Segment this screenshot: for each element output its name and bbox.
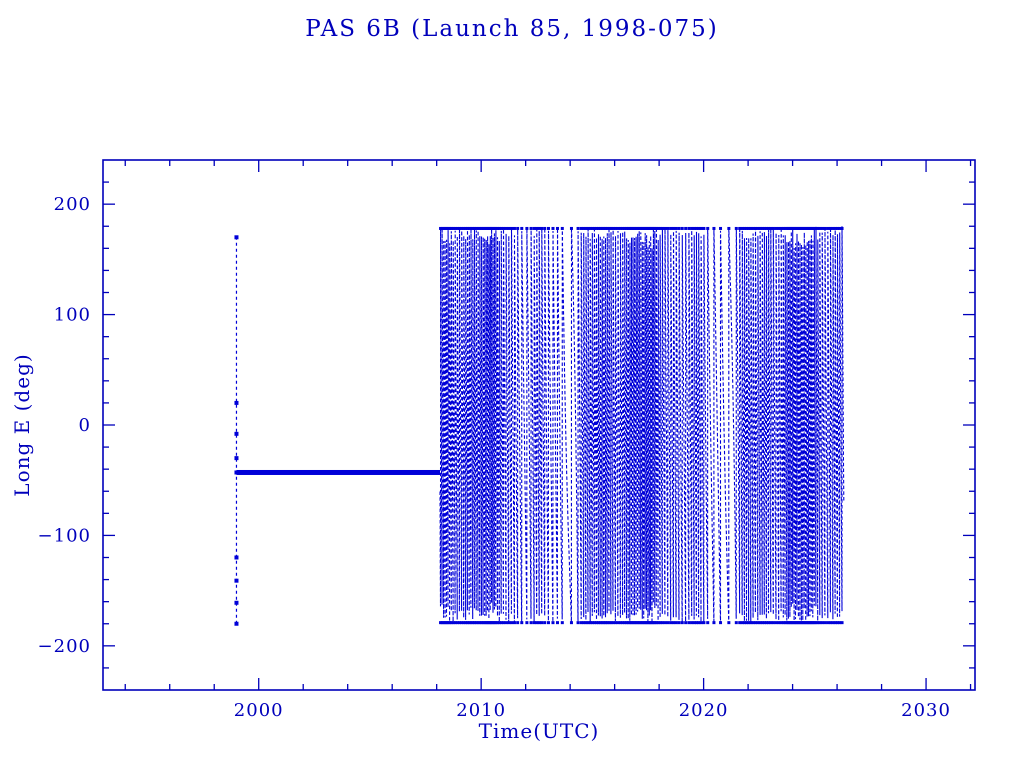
svg-text:2030: 2030 [901,700,951,721]
x-axis-label: Time(UTC) [478,719,600,743]
svg-text:100: 100 [54,305,91,326]
svg-text:200: 200 [54,194,91,215]
svg-text:2000: 2000 [234,700,284,721]
svg-text:2010: 2010 [456,700,506,721]
svg-text:−200: −200 [38,636,91,657]
chart-title: PAS 6B (Launch 85, 1998-075) [305,16,719,42]
svg-text:−100: −100 [38,525,91,546]
svg-text:0: 0 [79,415,91,436]
svg-text:2020: 2020 [679,700,729,721]
y-axis-label: Long E (deg) [10,353,34,497]
